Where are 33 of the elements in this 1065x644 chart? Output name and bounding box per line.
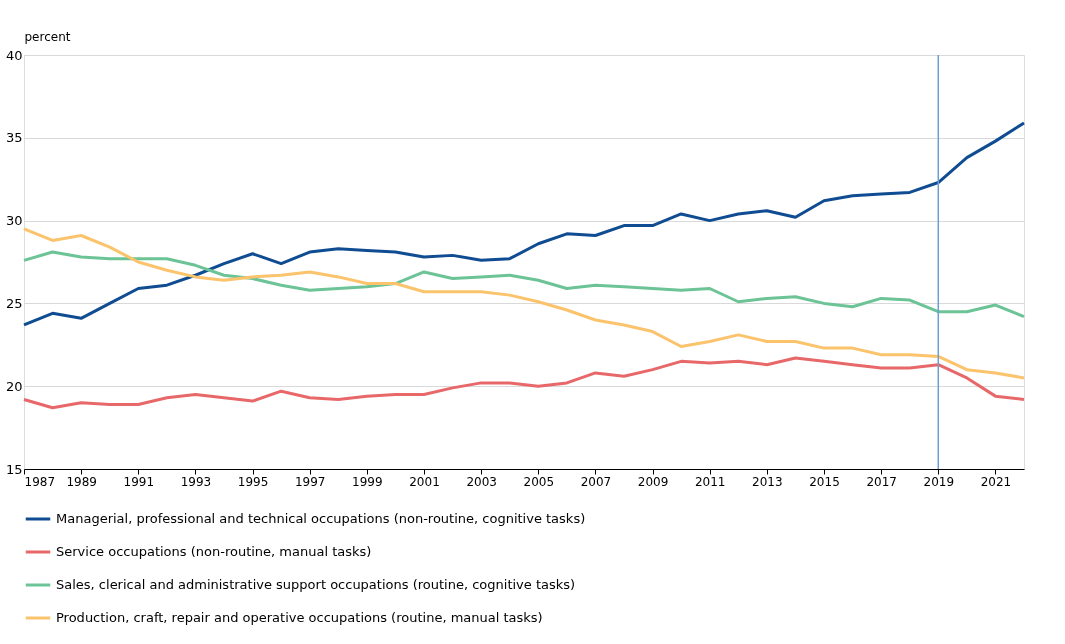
x-tick-label: 1993	[180, 474, 212, 489]
y-tick-label: 15	[5, 461, 23, 477]
legend-label: Service occupations (non-routine, manual tasks)	[56, 544, 372, 559]
y-tick-label: 25	[5, 295, 23, 311]
legend-label: Managerial, professional and technical occupations (non-routine, cognitive tasks)	[56, 511, 586, 526]
y-tick-label: 30	[5, 213, 23, 229]
legend-label: Production, craft, repair and operative occupations (routine, manual tasks)	[56, 610, 543, 625]
x-tick-label: 2019	[923, 474, 955, 489]
legend-label: Sales, clerical and administrative support occupations (routine, cognitive tasks)	[56, 577, 576, 592]
line-series	[22, 227, 1026, 380]
x-tick-label: 1991	[123, 474, 155, 489]
x-tick-label: 2021	[980, 474, 1012, 489]
line-series	[22, 250, 1026, 319]
x-tick-label: 1989	[66, 474, 97, 489]
x-tick-label: 2015	[809, 474, 840, 489]
x-tick-label: 2011	[694, 474, 726, 489]
x-tick-label: 2001	[409, 474, 440, 489]
x-tick-label: 2009	[637, 474, 669, 489]
x-tick-label: 1995	[237, 474, 269, 489]
x-tick-label: 2007	[580, 474, 612, 489]
x-tick-label: 2013	[752, 474, 783, 489]
y-tick-label: 40	[5, 47, 23, 63]
y-tick-label: 20	[5, 378, 23, 394]
x-tick-label: 2005	[523, 474, 555, 489]
line-series	[22, 356, 1026, 410]
x-tick-label: 1997	[294, 474, 326, 489]
x-tick-label: 1999	[352, 474, 383, 489]
x-tick-label: 1987	[24, 474, 56, 489]
y-axis-title: percent	[24, 29, 71, 44]
line-series	[22, 121, 1026, 327]
x-tick-label: 2003	[466, 474, 497, 489]
y-tick-label: 35	[5, 130, 23, 146]
x-tick-label: 2017	[866, 474, 897, 489]
